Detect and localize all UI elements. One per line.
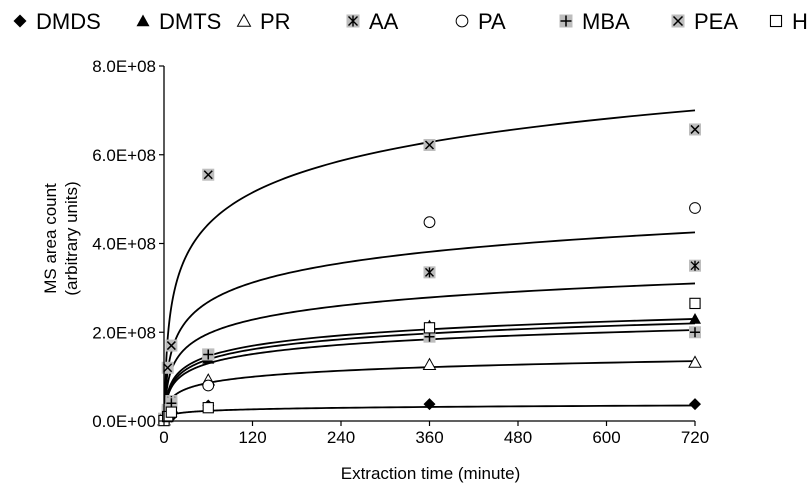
x-tick-label: 0: [159, 428, 168, 447]
legend-item-ha: HA: [769, 9, 808, 34]
y-tick-label: 0.0E+00: [92, 412, 156, 431]
legend-marker-aa: [348, 15, 358, 27]
x-tick-label: 120: [238, 428, 266, 447]
trend-curve-pa: [163, 231, 696, 417]
legend-item-pea: PEA: [671, 9, 738, 34]
legend-marker-mba: [560, 15, 572, 27]
y-tick-label: 2.0E+08: [92, 323, 156, 342]
series-mba: [158, 326, 701, 427]
x-tick-label: 480: [504, 428, 532, 447]
y-tick-label: 8.0E+08: [92, 57, 156, 76]
point-pa: [423, 216, 436, 229]
ticks: 0.0E+00 2.0E+08 4.0E+08 6.0E+08 8.0E+08 0 120 2…: [92, 57, 709, 447]
point-pr: [688, 355, 702, 368]
legend-marker-pa: [455, 14, 469, 28]
x-tick-label: 360: [415, 428, 443, 447]
point-dmts: [689, 312, 701, 324]
series-pr: [157, 355, 702, 426]
legend-label: HA: [792, 9, 808, 34]
point-pea: [163, 363, 173, 373]
point-ha: [165, 406, 178, 418]
legend: DMDS DMTS PR AA PA MBA PEA HA: [13, 9, 808, 34]
point-pr: [422, 357, 437, 370]
y-axis-title-line1: MS area count: [41, 183, 60, 294]
legend-item-dmts: DMTS: [136, 9, 221, 34]
legend-marker-dmts: [136, 14, 150, 27]
y-axis-title-line2: (arbitrary units): [62, 181, 81, 295]
y-tick-label: 4.0E+08: [92, 235, 156, 254]
x-tick-label: 240: [327, 428, 355, 447]
legend-label: AA: [369, 9, 399, 34]
point-pa: [689, 202, 701, 214]
legend-marker-dmds: [13, 14, 27, 28]
point-ha: [423, 322, 436, 334]
x-tick-label: 600: [592, 428, 620, 447]
legend-marker-ha: [769, 14, 783, 28]
point-ha: [689, 297, 701, 310]
data-points: [157, 123, 702, 427]
legend-item-aa: AA: [346, 9, 399, 34]
point-aa: [425, 267, 434, 278]
legend-item-dmds: DMDS: [13, 9, 101, 34]
point-aa: [690, 260, 700, 271]
point-pea: [424, 140, 435, 150]
point-dmds: [689, 398, 701, 411]
legend-marker-pr: [236, 13, 252, 27]
point-ha: [202, 402, 214, 414]
legend-item-pa: PA: [455, 9, 506, 34]
point-pa: [202, 379, 215, 392]
legend-item-pr: PR: [236, 9, 291, 34]
legend-label: PR: [260, 9, 291, 34]
y-tick-label: 6.0E+08: [92, 146, 156, 165]
legend-marker-pea: [672, 15, 684, 27]
legend-label: DMTS: [159, 9, 221, 34]
legend-item-mba: MBA: [559, 9, 630, 34]
legend-label: PEA: [694, 9, 738, 34]
x-axis-title: Extraction time (minute): [341, 464, 521, 483]
series-pea: [158, 123, 701, 425]
point-pea: [203, 170, 213, 180]
point-pea: [166, 341, 176, 351]
legend-label: PA: [478, 9, 506, 34]
legend-label: DMDS: [36, 9, 101, 34]
x-tick-label: 720: [681, 428, 709, 447]
point-dmds: [423, 398, 436, 411]
point-mba: [690, 327, 700, 338]
point-pea: [690, 124, 700, 134]
legend-label: MBA: [582, 9, 630, 34]
point-mba: [203, 349, 214, 360]
trend-curves: [163, 109, 696, 420]
